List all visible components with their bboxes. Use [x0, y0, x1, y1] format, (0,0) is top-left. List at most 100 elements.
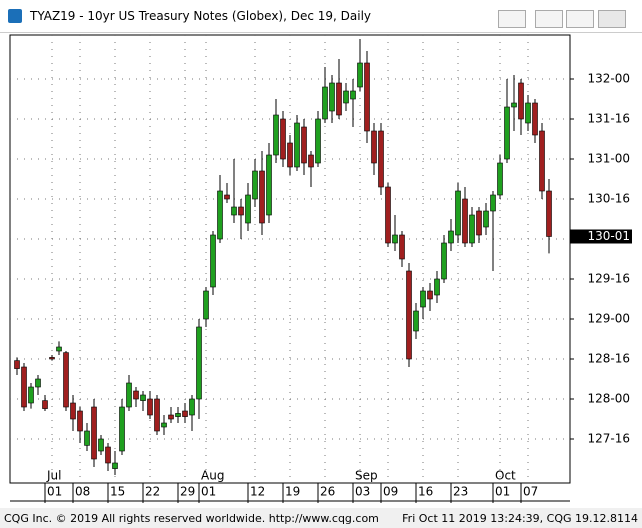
candle-body [119, 406, 125, 452]
month-label: Oct [495, 469, 516, 483]
x-tick-label: 19 [285, 485, 300, 499]
candle-body [329, 82, 335, 112]
candle-body [168, 414, 174, 420]
candle-body [483, 210, 489, 228]
candle-body [301, 126, 307, 164]
candle-body [133, 390, 139, 400]
link-button[interactable] [498, 10, 526, 28]
candle-body [182, 410, 188, 417]
month-label: Aug [201, 469, 224, 483]
x-tick-label: 08 [75, 485, 90, 499]
month-label: Sep [355, 469, 378, 483]
x-tick-label: 22 [145, 485, 160, 499]
footer-left: CQG Inc. © 2019 All rights reserved worl… [4, 512, 379, 525]
candle-body [42, 400, 48, 409]
candle-body [266, 154, 272, 216]
candle-body [420, 290, 426, 308]
y-tick-label: 132-00 [587, 72, 630, 86]
candle-body [343, 90, 349, 104]
candle-body [105, 446, 111, 464]
candle-body [203, 290, 209, 320]
candle-body [399, 234, 405, 260]
footer-right: Fri Oct 11 2019 13:24:39, CQG 19.12.8114 [402, 512, 638, 525]
candle-body [63, 352, 69, 408]
y-tick-label: 129-16 [587, 272, 630, 286]
last-price-label: 130-01 [587, 229, 630, 243]
candle-body [469, 214, 475, 244]
x-tick-label: 01 [495, 485, 510, 499]
candle-body [217, 190, 223, 240]
candle-body [161, 422, 167, 428]
candle-body [28, 386, 34, 404]
candle-body [126, 382, 132, 408]
x-tick-label: 01 [47, 485, 62, 499]
candle-body [294, 122, 300, 168]
candle-body [364, 62, 370, 132]
x-tick-label: 23 [453, 485, 468, 499]
candle-body [434, 278, 440, 296]
candle-body [280, 118, 286, 160]
candle-body [287, 142, 293, 168]
candle-body [490, 194, 496, 212]
candle-body [147, 398, 153, 416]
candle-body [77, 410, 83, 432]
y-tick-label: 131-00 [587, 152, 630, 166]
candle-body [259, 170, 265, 224]
y-tick-label: 128-00 [587, 392, 630, 406]
candle-body [98, 438, 104, 452]
candle-body [140, 394, 146, 401]
x-tick-label: 12 [250, 485, 265, 499]
candle-body [322, 86, 328, 120]
candle-body [532, 102, 538, 136]
candle-body [511, 102, 517, 108]
candle-body [476, 210, 482, 236]
candle-body [539, 130, 545, 192]
candle-body [70, 402, 76, 420]
candle-body [224, 194, 230, 200]
candle-body [406, 270, 412, 360]
x-tick-label: 26 [320, 485, 335, 499]
candle-body [196, 326, 202, 400]
candle-body [231, 206, 237, 216]
minimize-button[interactable] [535, 10, 563, 28]
candle-body [350, 90, 356, 100]
candle-body [84, 430, 90, 446]
candle-body [371, 130, 377, 164]
candle-body [413, 310, 419, 332]
y-tick-label: 130-16 [587, 192, 630, 206]
x-tick-label: 15 [110, 485, 125, 499]
last-price-box [570, 229, 632, 244]
app-icon [8, 9, 22, 23]
y-tick-label: 128-16 [587, 352, 630, 366]
candle-body [525, 102, 531, 124]
y-tick-label: 131-16 [587, 112, 630, 126]
candle-body [56, 346, 62, 352]
candle-body [35, 378, 41, 388]
candle-body [427, 290, 433, 300]
candle-body [308, 154, 314, 168]
candle-body [385, 186, 391, 244]
candle-body [504, 106, 510, 160]
candle-body [189, 398, 195, 416]
candle-body [546, 190, 552, 237]
candle-body [448, 230, 454, 244]
maximize-button[interactable] [566, 10, 594, 28]
close-button[interactable] [598, 10, 626, 28]
candle-body [91, 406, 97, 460]
y-tick-label: 127-16 [587, 432, 630, 446]
candle-body [175, 413, 181, 417]
candle-body [518, 82, 524, 120]
candle-body [392, 234, 398, 244]
candle-body [245, 194, 251, 224]
y-tick-label: 129-00 [587, 312, 630, 326]
x-tick-label: 03 [355, 485, 370, 499]
x-tick-label: 09 [383, 485, 398, 499]
x-tick-label: 07 [523, 485, 538, 499]
candle-body [315, 118, 321, 164]
candle-body [357, 62, 363, 88]
chart: 127-16128-00128-16129-00129-16130-00130-… [0, 33, 642, 508]
candle-body [336, 82, 342, 116]
candle-body [252, 170, 258, 200]
candle-body [112, 462, 118, 469]
candle-body [497, 162, 503, 196]
